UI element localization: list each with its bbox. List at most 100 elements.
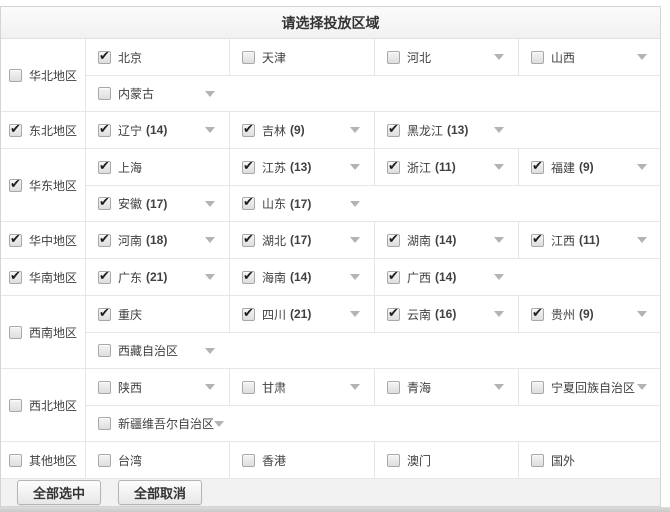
province-label[interactable]: 浙江: [407, 160, 432, 175]
region-label[interactable]: 西南地区: [29, 325, 78, 340]
dropdown-arrow-icon[interactable]: [494, 274, 504, 280]
province-label[interactable]: 辽宁: [118, 123, 143, 138]
region-label[interactable]: 西北地区: [29, 398, 78, 413]
region-checkbox[interactable]: [9, 122, 22, 137]
province-checkbox[interactable]: [242, 122, 255, 137]
province-checkbox[interactable]: [98, 232, 111, 247]
province-checkbox[interactable]: [387, 453, 400, 467]
province-label[interactable]: 湖北: [262, 233, 287, 248]
province-checkbox[interactable]: [531, 380, 544, 394]
region-checkbox[interactable]: [9, 398, 22, 412]
province-label[interactable]: 宁夏回族自治区: [551, 380, 636, 395]
region-checkbox[interactable]: [9, 232, 22, 247]
region-checkbox[interactable]: [9, 177, 22, 192]
province-checkbox[interactable]: [387, 380, 400, 394]
dropdown-arrow-icon[interactable]: [205, 127, 215, 133]
province-label[interactable]: 台湾: [118, 453, 143, 468]
region-label[interactable]: 华中地区: [29, 233, 78, 248]
dropdown-arrow-icon[interactable]: [494, 384, 504, 390]
dropdown-arrow-icon[interactable]: [637, 311, 647, 317]
province-checkbox[interactable]: [242, 232, 255, 247]
dropdown-arrow-icon[interactable]: [494, 54, 504, 60]
province-checkbox[interactable]: [387, 122, 400, 137]
dropdown-arrow-icon[interactable]: [494, 311, 504, 317]
province-label[interactable]: 重庆: [118, 307, 143, 322]
province-label[interactable]: 广东: [118, 270, 143, 285]
province-label[interactable]: 山西: [551, 50, 576, 65]
region-label[interactable]: 华东地区: [29, 178, 78, 193]
region-checkbox[interactable]: [9, 68, 22, 82]
region-label[interactable]: 华北地区: [29, 68, 78, 83]
province-checkbox[interactable]: [98, 195, 111, 210]
dropdown-arrow-icon[interactable]: [637, 237, 647, 243]
dropdown-arrow-icon[interactable]: [350, 127, 360, 133]
province-label[interactable]: 天津: [262, 50, 287, 65]
dropdown-arrow-icon[interactable]: [637, 54, 647, 60]
select-all-button[interactable]: 全部选中: [17, 480, 102, 505]
region-label[interactable]: 华南地区: [29, 270, 78, 285]
province-checkbox[interactable]: [387, 159, 400, 174]
province-checkbox[interactable]: [387, 306, 400, 321]
province-label[interactable]: 内蒙古: [118, 87, 155, 101]
province-checkbox[interactable]: [98, 269, 111, 284]
province-checkbox[interactable]: [531, 453, 544, 467]
province-checkbox[interactable]: [387, 232, 400, 247]
province-checkbox[interactable]: [387, 269, 400, 284]
region-checkbox[interactable]: [9, 269, 22, 284]
dropdown-arrow-icon[interactable]: [205, 347, 215, 354]
province-checkbox[interactable]: [242, 269, 255, 284]
dropdown-arrow-icon[interactable]: [637, 164, 647, 170]
province-label[interactable]: 香港: [262, 453, 287, 468]
province-checkbox[interactable]: [242, 306, 255, 321]
dropdown-arrow-icon[interactable]: [350, 237, 360, 243]
province-label[interactable]: 西藏自治区: [118, 344, 179, 358]
province-label[interactable]: 海南: [262, 270, 287, 285]
dropdown-arrow-icon[interactable]: [350, 164, 360, 170]
province-label[interactable]: 河北: [407, 50, 432, 65]
dropdown-arrow-icon[interactable]: [350, 311, 360, 317]
province-label[interactable]: 广西: [407, 270, 432, 285]
province-checkbox[interactable]: [531, 306, 544, 321]
dropdown-arrow-icon[interactable]: [637, 384, 647, 390]
province-label[interactable]: 青海: [407, 380, 432, 395]
province-checkbox[interactable]: [98, 49, 111, 64]
province-label[interactable]: 贵州: [551, 307, 576, 322]
province-label[interactable]: 国外: [551, 453, 576, 468]
province-checkbox[interactable]: [242, 380, 255, 394]
dropdown-arrow-icon[interactable]: [494, 164, 504, 170]
province-label[interactable]: 湖南: [407, 233, 432, 248]
dropdown-arrow-icon[interactable]: [494, 127, 504, 133]
region-checkbox[interactable]: [9, 453, 22, 467]
province-checkbox[interactable]: [242, 50, 255, 64]
province-checkbox[interactable]: [98, 122, 111, 137]
province-label[interactable]: 安徽: [118, 197, 143, 211]
region-checkbox[interactable]: [9, 325, 22, 339]
province-label[interactable]: 甘肃: [262, 380, 287, 395]
province-checkbox[interactable]: [98, 306, 111, 321]
province-label[interactable]: 新疆维吾尔自治区: [118, 417, 215, 431]
dropdown-arrow-icon[interactable]: [205, 237, 215, 243]
province-checkbox[interactable]: [98, 159, 111, 174]
province-label[interactable]: 福建: [551, 160, 576, 175]
province-checkbox[interactable]: [242, 453, 255, 467]
province-label[interactable]: 陕西: [118, 380, 143, 395]
dropdown-arrow-icon[interactable]: [205, 200, 215, 207]
province-label[interactable]: 澳门: [407, 453, 432, 468]
region-label[interactable]: 其他地区: [29, 453, 78, 468]
province-checkbox[interactable]: [387, 50, 400, 64]
province-checkbox[interactable]: [531, 50, 544, 64]
province-label[interactable]: 四川: [262, 307, 287, 322]
province-checkbox[interactable]: [98, 344, 111, 357]
province-checkbox[interactable]: [242, 195, 255, 210]
province-label[interactable]: 山东: [262, 197, 287, 211]
dropdown-arrow-icon[interactable]: [350, 274, 360, 280]
province-checkbox[interactable]: [242, 159, 255, 174]
dropdown-arrow-icon[interactable]: [350, 200, 360, 207]
dropdown-arrow-icon[interactable]: [205, 274, 215, 280]
province-label[interactable]: 吉林: [262, 123, 287, 138]
province-label[interactable]: 上海: [118, 160, 143, 175]
province-checkbox[interactable]: [98, 417, 111, 430]
dropdown-arrow-icon[interactable]: [350, 384, 360, 390]
province-label[interactable]: 江苏: [262, 160, 287, 175]
province-checkbox[interactable]: [98, 380, 111, 394]
